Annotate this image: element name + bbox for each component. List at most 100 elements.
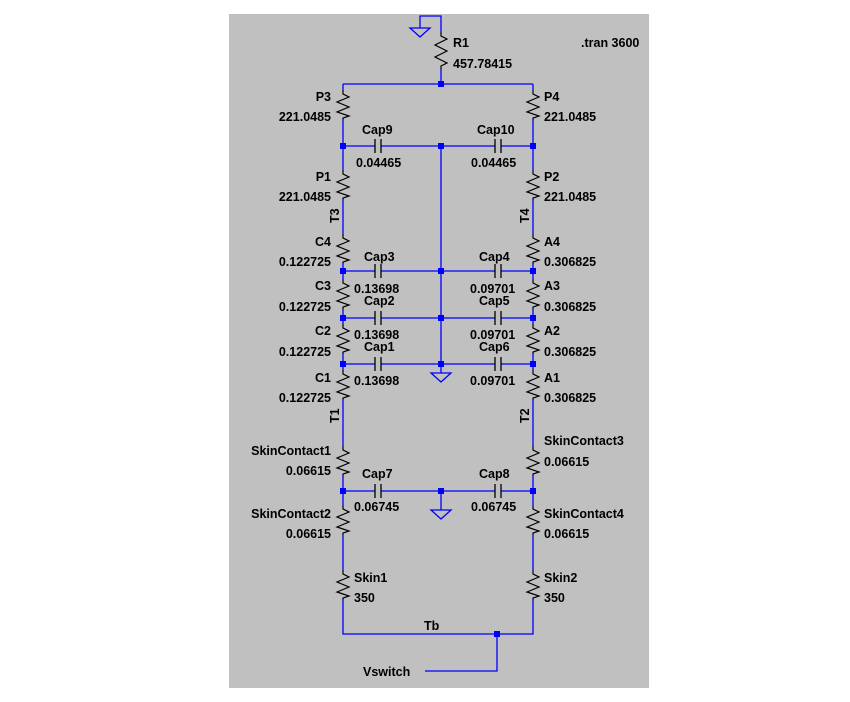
a1-value: 0.306825: [544, 391, 596, 405]
a2-name: A2: [544, 324, 560, 338]
resistor-skincontact4[interactable]: [525, 505, 541, 535]
cap4-value: 0.09701: [470, 282, 515, 296]
cap4-name: Cap4: [479, 250, 510, 264]
skin1-name: Skin1: [354, 571, 387, 585]
ground-icon-bottom[interactable]: [429, 509, 453, 520]
cap5-name: Cap5: [479, 294, 510, 308]
schematic-background: [229, 14, 649, 688]
cap6-name: Cap6: [479, 340, 510, 354]
cap6-value: 0.09701: [470, 374, 515, 388]
c2-value: 0.122725: [279, 345, 331, 359]
c3-value: 0.122725: [279, 300, 331, 314]
resistor-p2[interactable]: [525, 170, 541, 200]
net-labels: T3 T4 T1 T2 Tb Vswitch: [328, 208, 532, 679]
resistor-skincontact3[interactable]: [525, 446, 541, 476]
resistor-c1[interactable]: [335, 370, 351, 400]
net-label-t2[interactable]: T2: [518, 408, 532, 423]
cap1-name: Cap1: [364, 340, 395, 354]
skincontact4-value: 0.06615: [544, 527, 589, 541]
a4-name: A4: [544, 235, 560, 249]
wire-gnd-to-r1: [419, 15, 442, 32]
skincontact1-value: 0.06615: [286, 464, 331, 478]
cap10-value: 0.04465: [471, 156, 516, 170]
p2-value: 221.0485: [544, 190, 596, 204]
a2-value: 0.306825: [544, 345, 596, 359]
capacitor-cap9[interactable]: [374, 139, 382, 153]
resistor-p4[interactable]: [525, 90, 541, 120]
capacitor-cap4[interactable]: [494, 264, 502, 278]
skincontact1-name: SkinContact1: [251, 444, 331, 458]
resistor-a1[interactable]: [525, 370, 541, 400]
skin2-value: 350: [544, 591, 565, 605]
c1-value: 0.122725: [279, 391, 331, 405]
r1-value: 457.78415: [453, 57, 512, 71]
junctions: [340, 81, 536, 637]
p4-name: P4: [544, 90, 559, 104]
ground-icon-top[interactable]: [408, 21, 432, 38]
resistor-skincontact1[interactable]: [335, 446, 351, 476]
cap7-name: Cap7: [362, 467, 393, 481]
resistor-r1[interactable]: [433, 32, 449, 70]
cap8-value: 0.06745: [471, 500, 516, 514]
capacitor-cap10[interactable]: [494, 139, 502, 153]
c3-name: C3: [315, 279, 331, 293]
capacitor-cap7[interactable]: [374, 484, 382, 498]
p4-value: 221.0485: [544, 110, 596, 124]
spice-directive[interactable]: .tran 3600: [581, 36, 639, 50]
cap5-value: 0.09701: [470, 328, 515, 342]
capacitor-labels: Cap9 0.04465 Cap10 0.04465 Cap3 0.13698 …: [354, 123, 516, 514]
a3-value: 0.306825: [544, 300, 596, 314]
c4-name: C4: [315, 235, 331, 249]
net-label-vswitch[interactable]: Vswitch: [363, 665, 410, 679]
c1-name: C1: [315, 371, 331, 385]
cap10-name: Cap10: [477, 123, 515, 137]
cap2-name: Cap2: [364, 294, 395, 308]
cap9-name: Cap9: [362, 123, 393, 137]
r1-name: R1: [453, 36, 469, 50]
net-label-tb[interactable]: Tb: [424, 619, 440, 633]
ground-icon-middle[interactable]: [429, 372, 453, 383]
schematic: .tran 3600 R1 457.78415 P3 221.0485 P4 2…: [229, 14, 649, 688]
a1-name: A1: [544, 371, 560, 385]
cap1-value: 0.13698: [354, 374, 399, 388]
resistor-a3[interactable]: [525, 279, 541, 309]
net-label-t3[interactable]: T3: [328, 208, 342, 223]
resistor-p3[interactable]: [335, 90, 351, 120]
skin1-value: 350: [354, 591, 375, 605]
p1-name: P1: [316, 170, 331, 184]
c4-value: 0.122725: [279, 255, 331, 269]
skincontact3-value: 0.06615: [544, 455, 589, 469]
resistor-skincontact2[interactable]: [335, 505, 351, 535]
capacitor-cap8[interactable]: [494, 484, 502, 498]
capacitor-cap3[interactable]: [374, 264, 382, 278]
schematic-canvas[interactable]: .tran 3600 R1 457.78415 P3 221.0485 P4 2…: [229, 14, 649, 688]
skincontact4-name: SkinContact4: [544, 507, 624, 521]
skincontact3-name: SkinContact3: [544, 434, 624, 448]
skin2-name: Skin2: [544, 571, 577, 585]
resistor-a2[interactable]: [525, 324, 541, 354]
capacitor-cap6[interactable]: [494, 357, 502, 371]
cap9-value: 0.04465: [356, 156, 401, 170]
p1-value: 221.0485: [279, 190, 331, 204]
skincontact2-name: SkinContact2: [251, 507, 331, 521]
cap3-name: Cap3: [364, 250, 395, 264]
net-label-t1[interactable]: T1: [328, 408, 342, 423]
a3-name: A3: [544, 279, 560, 293]
capacitor-cap5[interactable]: [494, 311, 502, 325]
cap2-value: 0.13698: [354, 328, 399, 342]
capacitor-cap2[interactable]: [374, 311, 382, 325]
resistor-p1[interactable]: [335, 170, 351, 200]
p3-value: 221.0485: [279, 110, 331, 124]
resistor-c2[interactable]: [335, 324, 351, 354]
resistor-a4[interactable]: [525, 234, 541, 264]
resistor-c3[interactable]: [335, 279, 351, 309]
resistor-c4[interactable]: [335, 234, 351, 264]
capacitor-cap1[interactable]: [374, 357, 382, 371]
net-label-t4[interactable]: T4: [518, 208, 532, 223]
resistor-skin1[interactable]: [335, 570, 351, 600]
a4-value: 0.306825: [544, 255, 596, 269]
c2-name: C2: [315, 324, 331, 338]
resistor-skin2[interactable]: [525, 570, 541, 600]
resistor-labels: R1 457.78415 P3 221.0485 P4 221.0485 P1 …: [251, 36, 624, 605]
p2-name: P2: [544, 170, 559, 184]
